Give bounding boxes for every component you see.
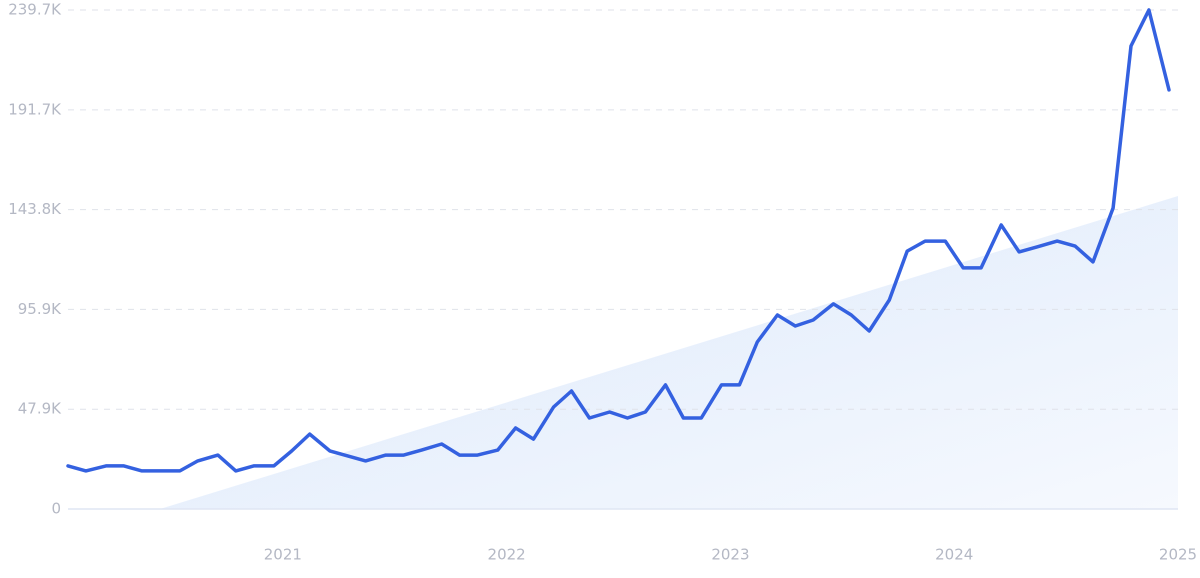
data-line [66, 8, 1171, 473]
y-tick-label: 47.9K [18, 400, 62, 418]
x-tick-label: 2024 [935, 546, 973, 564]
x-tick-label: 2022 [488, 546, 526, 564]
x-tick-label: 2025 [1159, 546, 1197, 564]
y-tick-label: 239.7K [8, 1, 62, 19]
y-tick-label: 191.7K [8, 100, 62, 118]
y-tick-label: 0 [51, 500, 61, 518]
y-tick-label: 143.8K [8, 200, 62, 218]
x-tick-label: 2021 [264, 546, 302, 564]
y-tick-label: 95.9K [18, 300, 62, 318]
x-tick-label: 2023 [711, 546, 749, 564]
trend-area [160, 196, 1178, 509]
